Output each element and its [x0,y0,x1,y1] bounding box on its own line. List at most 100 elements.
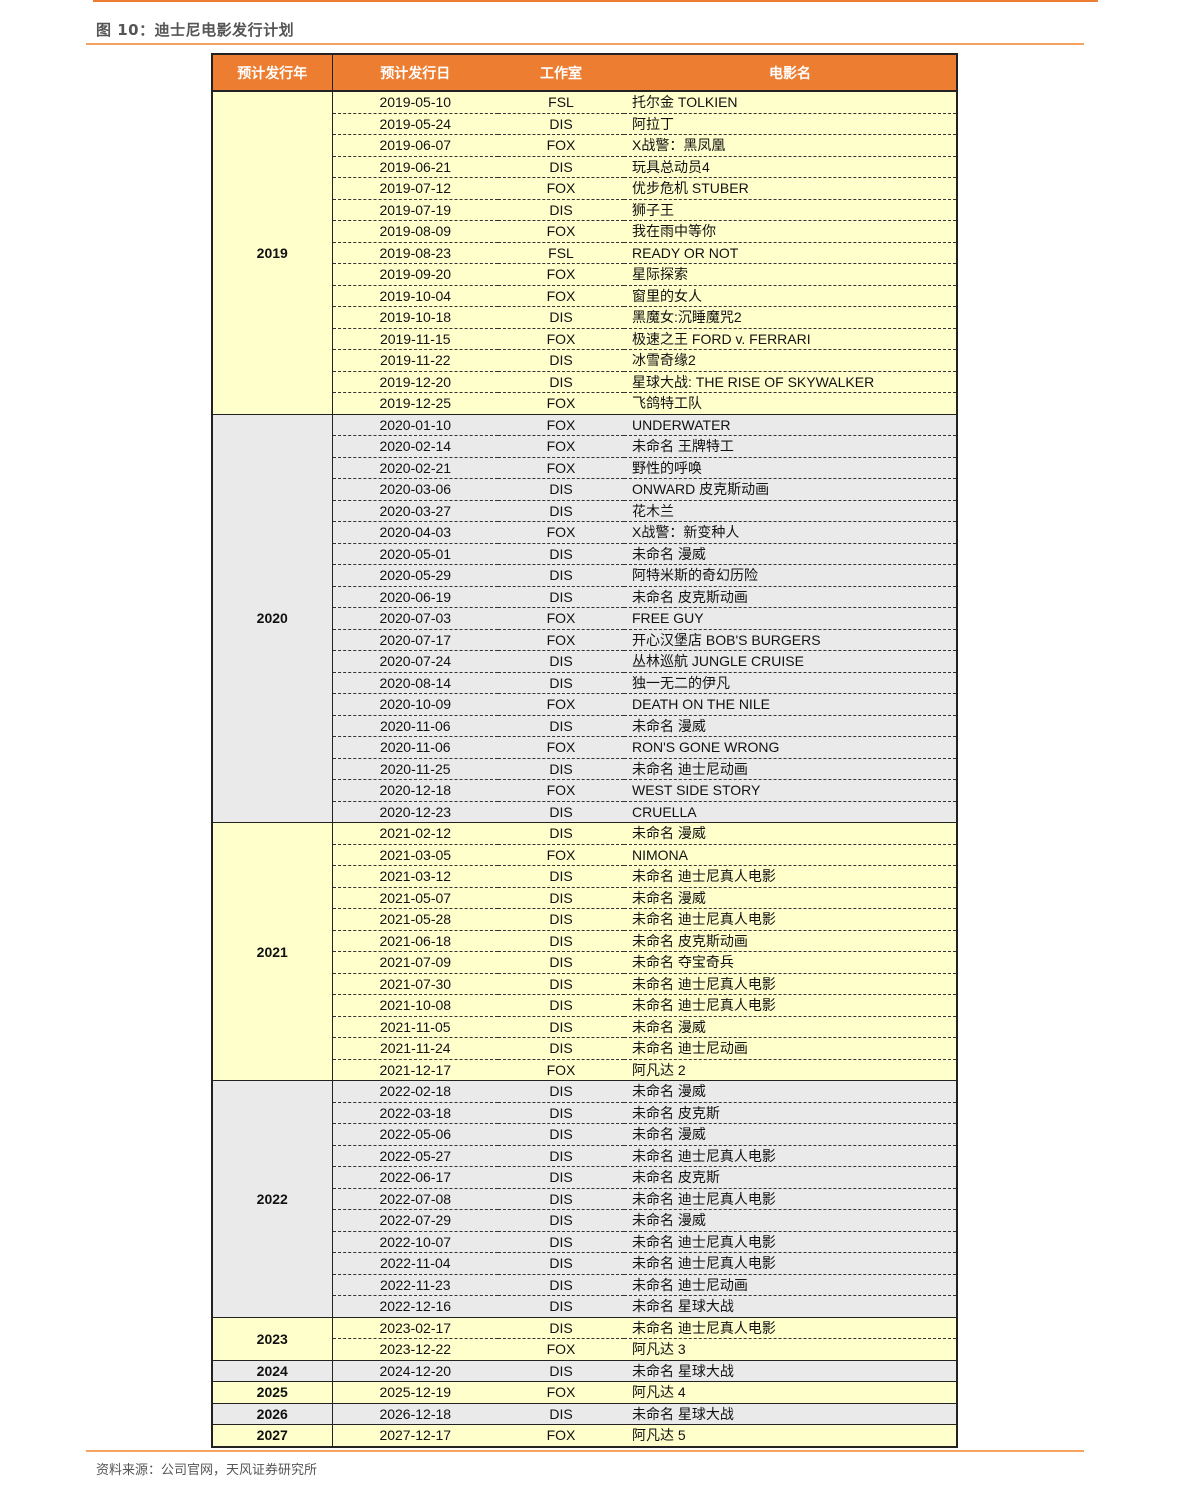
studio-cell: DIS [498,758,624,780]
studio-cell: DIS [498,715,624,737]
header-studio: 工作室 [498,54,624,92]
studio-cell: DIS [498,1231,624,1253]
date-cell: 2021-05-28 [332,908,498,931]
date-cell: 2022-02-18 [332,1080,498,1103]
studio-cell: DIS [498,650,624,673]
table-row: 2019-07-12 FOX 优步危机 STUBER [212,177,957,200]
table-row: 2021-07-30 DIS 未命名 迪士尼真人电影 [212,973,957,995]
studio-cell: DIS [498,1252,624,1275]
studio-cell: FOX [498,693,624,716]
date-cell: 2021-05-07 [332,887,498,909]
movie-cell: 未命名 星球大战 [624,1403,957,1425]
movie-cell: 阿凡达 2 [624,1059,957,1081]
date-cell: 2021-11-05 [332,1016,498,1038]
footer-rule [86,1450,1084,1452]
table-row: 2022 2022-02-18 DIS 未命名 漫威 [212,1080,957,1318]
table-row: 2020-07-03 FOX FREE GUY [212,607,957,630]
table-row: 2023 2023-02-17 DIS 未命名 迪士尼真人电影 [212,1317,957,1361]
table-row: 2020-06-19 DIS 未命名 皮克斯动画 [212,586,957,608]
date-cell: 2022-11-04 [332,1252,498,1275]
date-cell: 2021-07-09 [332,951,498,974]
year-cell: 2020 [212,414,333,823]
table-row: 2019 2019-05-10 FSL 托尔金 TOLKIEN [212,91,957,415]
date-cell: 2024-12-20 [332,1360,498,1382]
table-body: 2019 2019-05-10 FSL 托尔金 TOLKIEN 2019-05-24 DI… [212,91,957,1447]
studio-cell: FOX [498,1059,624,1081]
date-cell: 2021-03-05 [332,844,498,866]
studio-cell: DIS [498,1274,624,1296]
movie-cell: 极速之王 FORD v. FERRARI [624,328,957,350]
table-row: 2020-08-14 DIS 独一无二的伊凡 [212,672,957,694]
movie-cell: 花木兰 [624,500,957,522]
movie-cell: 未命名 皮克斯 [624,1166,957,1189]
movie-cell: 托尔金 TOLKIEN [624,91,957,114]
studio-cell: DIS [498,1102,624,1124]
date-cell: 2020-03-06 [332,478,498,501]
table-row: 2019-11-22 DIS 冰雪奇缘2 [212,349,957,372]
movie-cell: 未命名 漫威 [624,1080,957,1103]
header-movie: 电影名 [624,54,957,92]
movie-cell: 窗里的女人 [624,285,957,307]
studio-cell: FOX [498,1381,624,1404]
title-rule [86,43,1084,45]
studio-cell: DIS [498,973,624,995]
studio-cell: FOX [498,736,624,759]
table-row: 2019-10-04 FOX 窗里的女人 [212,285,957,307]
date-cell: 2019-11-22 [332,349,498,372]
studio-cell: FOX [498,1424,624,1447]
date-cell: 2022-05-27 [332,1145,498,1167]
movie-cell: 未命名 迪士尼真人电影 [624,908,957,931]
year-cell: 2021 [212,822,333,1081]
date-cell: 2020-01-10 [332,414,498,436]
studio-cell: DIS [498,1360,624,1382]
studio-cell: FOX [498,844,624,866]
movie-cell: 未命名 夺宝奇兵 [624,951,957,974]
studio-cell: FSL [498,242,624,264]
movie-cell: 未命名 漫威 [624,715,957,737]
movie-cell: 未命名 迪士尼真人电影 [624,1145,957,1167]
movie-cell: 独一无二的伊凡 [624,672,957,694]
movie-cell: 我在雨中等你 [624,220,957,243]
table-row: 2026 2026-12-18 DIS 未命名 星球大战 [212,1403,957,1425]
top-rule [93,0,1098,2]
movie-cell: 野性的呼唤 [624,457,957,479]
table-row: 2020-07-17 FOX 开心汉堡店 BOB'S BURGERS [212,629,957,651]
studio-cell: DIS [498,1188,624,1210]
figure-title: 图 10：迪士尼电影发行计划 [96,21,295,39]
movie-cell: 未命名 星球大战 [624,1360,957,1382]
studio-cell: DIS [498,113,624,135]
date-cell: 2020-05-29 [332,564,498,587]
studio-cell: FOX [498,134,624,157]
year-cell: 2023 [212,1317,333,1361]
table-row: 2020-04-03 FOX X战警：新变种人 [212,521,957,544]
movie-cell: 未命名 迪士尼动画 [624,1037,957,1060]
movie-cell: CRUELLA [624,801,957,823]
movie-cell: WEST SIDE STORY [624,779,957,802]
table-row: 2020-05-29 DIS 阿特米斯的奇幻历险 [212,564,957,587]
source-note: 资料来源：公司官网，天风证券研究所 [96,1463,318,1478]
studio-cell: DIS [498,199,624,221]
table-row: 2022-07-08 DIS 未命名 迪士尼真人电影 [212,1188,957,1210]
movie-cell: 未命名 皮克斯动画 [624,930,957,952]
year-cell: 2019 [212,91,333,415]
studio-cell: DIS [498,994,624,1017]
studio-cell: FOX [498,629,624,651]
date-cell: 2020-12-23 [332,801,498,823]
year-cell: 2025 [212,1381,333,1404]
table-row: 2021-05-07 DIS 未命名 漫威 [212,887,957,909]
movie-cell: 未命名 漫威 [624,1016,957,1038]
studio-cell: DIS [498,1016,624,1038]
table-row: 2020-11-06 DIS 未命名 漫威 [212,715,957,737]
release-schedule-table: 预计发行年 预计发行日 工作室 电影名 2019 2019-05-10 FSL 托尔金… [211,53,958,1448]
date-cell: 2019-07-19 [332,199,498,221]
studio-cell: DIS [498,865,624,888]
studio-cell: FOX [498,414,624,436]
table-row: 2019-08-23 FSL READY OR NOT [212,242,957,264]
studio-cell: DIS [498,887,624,909]
movie-cell: UNDERWATER [624,414,957,436]
movie-cell: 未命名 迪士尼动画 [624,758,957,780]
studio-cell: FOX [498,263,624,286]
date-cell: 2027-12-17 [332,1424,498,1447]
movie-cell: 未命名 皮克斯 [624,1102,957,1124]
table-row: 2019-10-18 DIS 黑魔女:沉睡魔咒2 [212,306,957,329]
